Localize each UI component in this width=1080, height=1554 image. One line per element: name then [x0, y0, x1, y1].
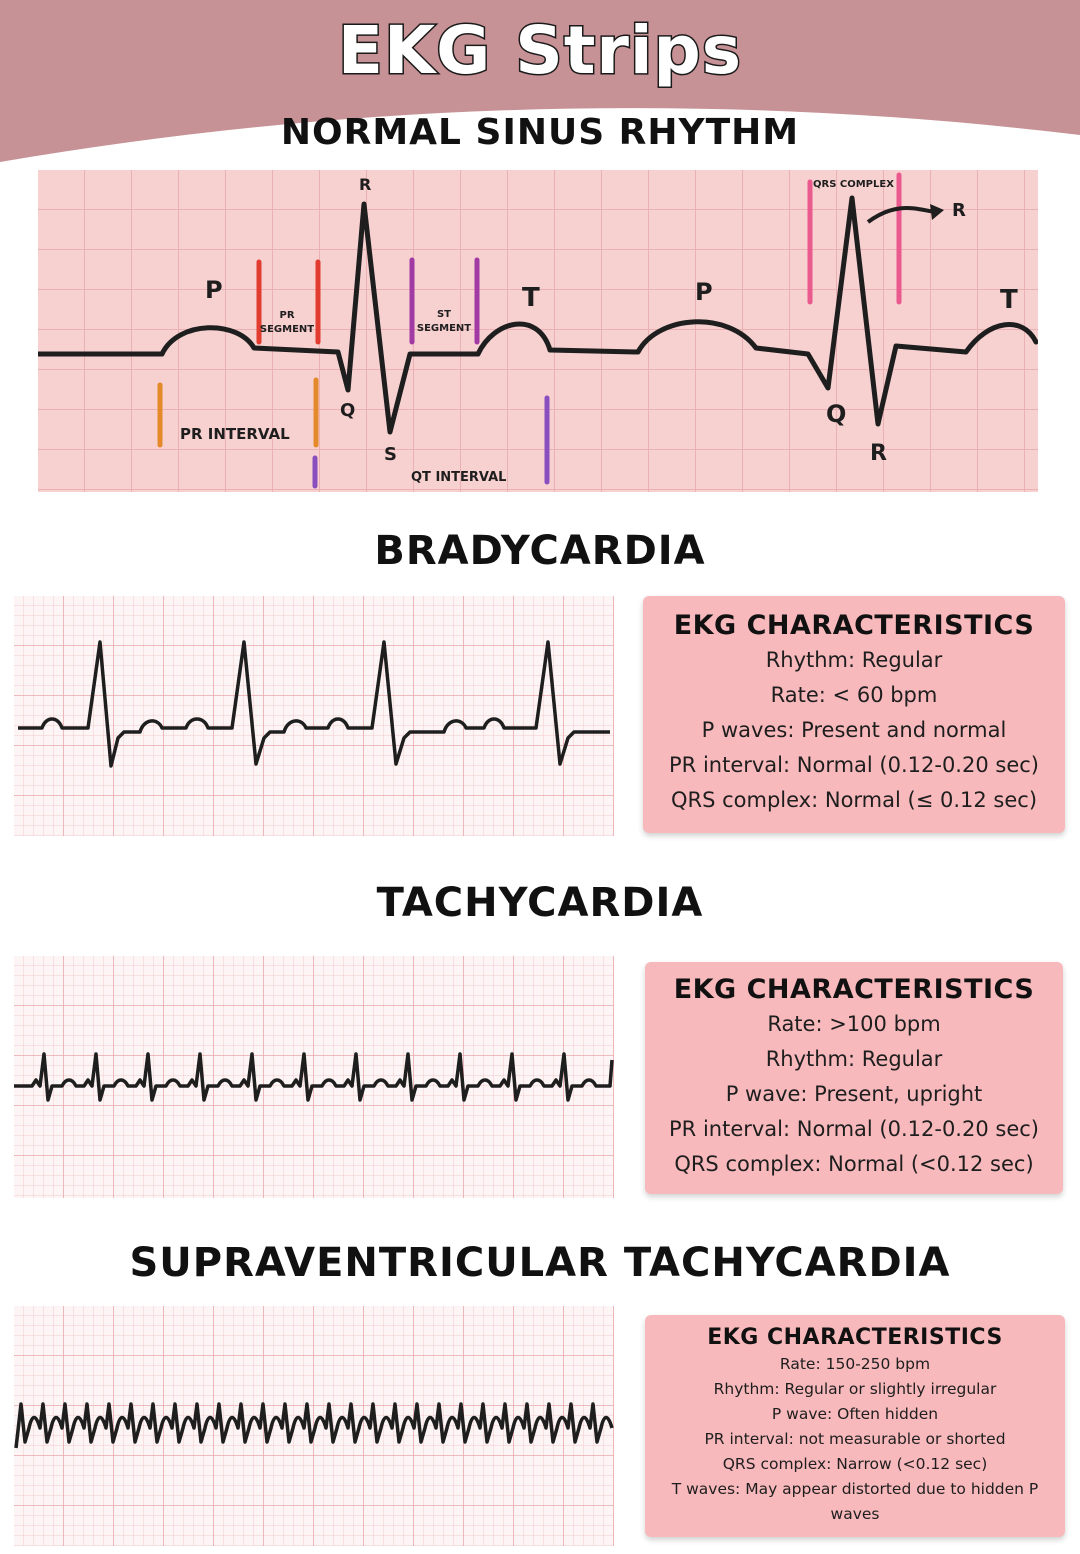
pr-segment-label-2: SEGMENT: [260, 324, 314, 335]
pr-interval-label: PR INTERVAL: [180, 425, 290, 443]
svt-line-t-waves: T waves: May appear distorted due to hid…: [671, 1480, 1039, 1523]
bradycardia-line-rhythm: Rhythm: Regular: [765, 648, 943, 672]
svt-trace: [14, 1402, 614, 1449]
bradycardia-line-pr-interval: PR interval: Normal (0.12-0.20 sec): [669, 753, 1039, 777]
svt-line-rate: Rate: 150-250 bpm: [779, 1355, 931, 1373]
tachycardia-card-title: EKG CHARACTERISTICS: [673, 974, 1035, 1005]
tachycardia-trace: [14, 1052, 614, 1102]
bradycardia-line-qrs: QRS complex: Normal (≤ 0.12 sec): [670, 788, 1038, 812]
nsr-label-r3: R: [870, 441, 887, 466]
header-background: [0, 0, 1080, 162]
svt-line-p-wave: P wave: Often hidden: [771, 1405, 939, 1423]
bradycardia-line-rate: Rate: < 60 bpm: [770, 683, 938, 707]
pr-segment-label-1: PR: [279, 310, 294, 321]
nsr-label-r1: R: [359, 175, 371, 194]
nsr-label-t2: T: [1000, 285, 1018, 315]
svt-line-rhythm: Rhythm: Regular or slightly irregular: [713, 1380, 997, 1398]
st-segment-label-2: SEGMENT: [417, 323, 471, 334]
page-title: EKG Strips: [336, 11, 743, 91]
bradycardia-line-p-waves: P waves: Present and normal: [701, 718, 1007, 742]
bradycardia-strip: [14, 596, 614, 836]
nsr-label-r2: R: [952, 200, 966, 221]
nsr-strip: P P R R R Q Q S T T PR SEGMENT ST SEGMEN…: [38, 170, 1038, 492]
qt-interval-label: QT INTERVAL: [411, 470, 506, 485]
tachycardia-line-rate: Rate: >100 bpm: [767, 1012, 941, 1036]
svt-line-qrs: QRS complex: Narrow (<0.12 sec): [722, 1455, 988, 1473]
tachycardia-line-p-wave: P wave: Present, upright: [725, 1082, 983, 1106]
tachycardia-line-pr-interval: PR interval: Normal (0.12-0.20 sec): [669, 1117, 1039, 1141]
bradycardia-title: BRADYCARDIA: [374, 528, 706, 574]
svt-title: SUPRAVENTRICULAR TACHYCARDIA: [129, 1240, 951, 1286]
svt-line-pr-interval: PR interval: not measurable or shorted: [704, 1430, 1006, 1448]
tachycardia-line-rhythm: Rhythm: Regular: [765, 1047, 943, 1071]
nsr-label-s1: S: [384, 444, 397, 465]
nsr-trace: [38, 195, 1038, 435]
svt-card: EKG CHARACTERISTICS Rate: 150-250 bpm Rh…: [645, 1315, 1065, 1537]
bradycardia-trace: [18, 640, 610, 768]
st-segment-label-1: ST: [437, 309, 451, 320]
nsr-label-p2: P: [695, 278, 713, 306]
nsr-label-t1: T: [522, 283, 540, 313]
tachycardia-strip: [14, 956, 614, 1198]
tachycardia-title: TACHYCARDIA: [376, 880, 704, 926]
qrs-complex-label: QRS COMPLEX: [813, 179, 894, 190]
nsr-label-q1: Q: [340, 400, 355, 421]
svt-card-title: EKG CHARACTERISTICS: [707, 1325, 1003, 1350]
tachycardia-card: EKG CHARACTERISTICS Rate: >100 bpm Rhyth…: [645, 962, 1063, 1194]
svt-strip: [14, 1306, 614, 1546]
nsr-label-p1: P: [205, 276, 223, 304]
tachycardia-line-qrs: QRS complex: Normal (<0.12 sec): [674, 1152, 1034, 1176]
nsr-title: NORMAL SINUS RHYTHM: [280, 112, 800, 153]
bradycardia-card-title: EKG CHARACTERISTICS: [673, 610, 1035, 641]
nsr-label-q2: Q: [826, 400, 846, 428]
bradycardia-card: EKG CHARACTERISTICS Rhythm: Regular Rate…: [643, 596, 1065, 833]
